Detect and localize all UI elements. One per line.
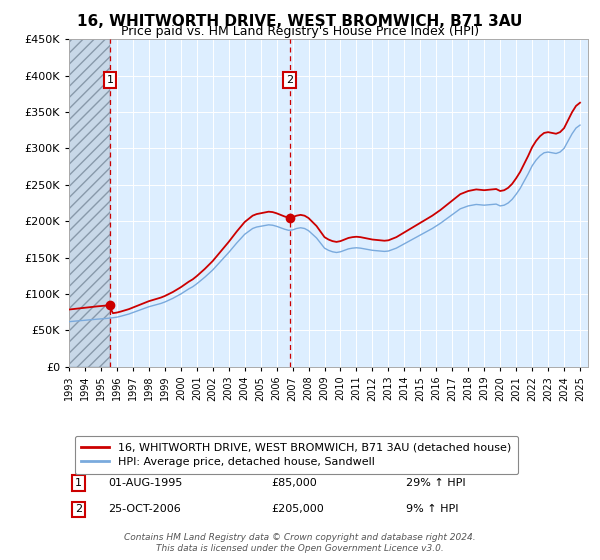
Bar xyxy=(69,39,110,367)
Text: 16, WHITWORTH DRIVE, WEST BROMWICH, B71 3AU: 16, WHITWORTH DRIVE, WEST BROMWICH, B71 … xyxy=(77,14,523,29)
Text: £85,000: £85,000 xyxy=(271,478,317,488)
Text: 1: 1 xyxy=(107,75,114,85)
Text: Contains HM Land Registry data © Crown copyright and database right 2024.
This d: Contains HM Land Registry data © Crown c… xyxy=(124,533,476,553)
Text: 1: 1 xyxy=(75,478,82,488)
Text: 2: 2 xyxy=(75,505,82,514)
Text: 25-OCT-2006: 25-OCT-2006 xyxy=(108,505,181,514)
Text: 9% ↑ HPI: 9% ↑ HPI xyxy=(406,505,459,514)
Text: 29% ↑ HPI: 29% ↑ HPI xyxy=(406,478,466,488)
Legend: 16, WHITWORTH DRIVE, WEST BROMWICH, B71 3AU (detached house), HPI: Average price: 16, WHITWORTH DRIVE, WEST BROMWICH, B71 … xyxy=(74,436,518,474)
Text: 01-AUG-1995: 01-AUG-1995 xyxy=(108,478,182,488)
Text: 2: 2 xyxy=(286,75,293,85)
Text: Price paid vs. HM Land Registry's House Price Index (HPI): Price paid vs. HM Land Registry's House … xyxy=(121,25,479,38)
Text: £205,000: £205,000 xyxy=(271,505,324,514)
